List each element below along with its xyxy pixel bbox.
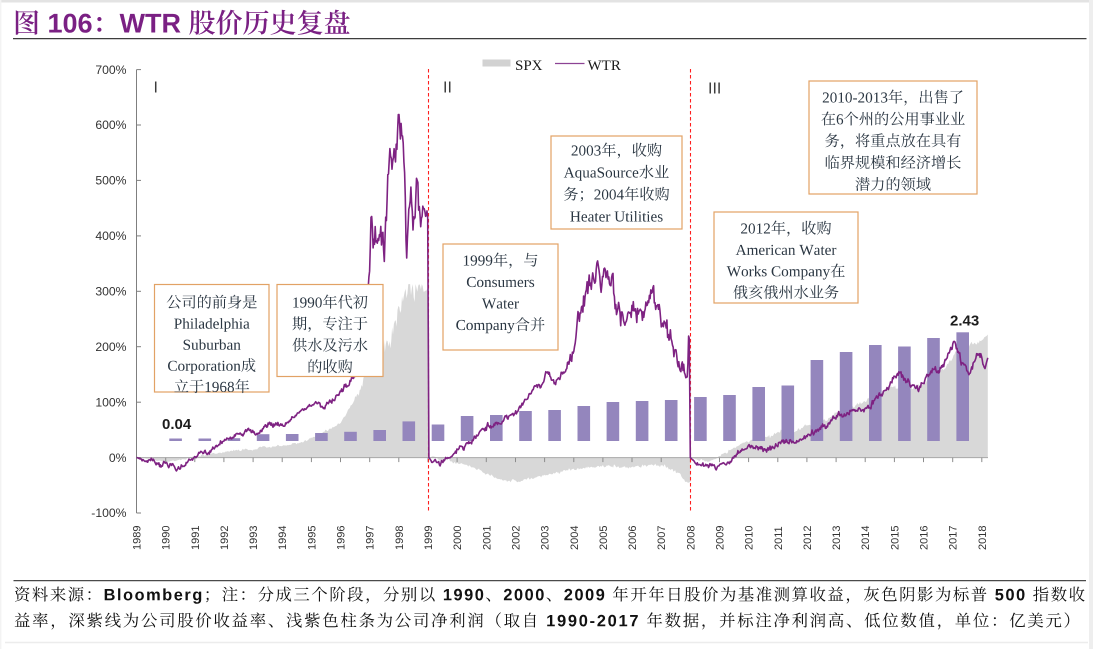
svg-text:0%: 0% — [109, 451, 127, 465]
svg-text:0.04: 0.04 — [162, 416, 192, 433]
svg-text:700%: 700% — [95, 63, 126, 77]
svg-text:1996: 1996 — [336, 526, 348, 550]
svg-text:1995: 1995 — [306, 526, 318, 550]
svg-text:1991: 1991 — [190, 526, 202, 550]
svg-text:400%: 400% — [95, 229, 126, 243]
svg-text:2004: 2004 — [569, 526, 581, 550]
svg-text:2011: 2011 — [773, 526, 785, 550]
svg-text:1999: 1999 — [423, 526, 435, 550]
svg-text:2003: 2003 — [540, 526, 552, 550]
svg-text:1998: 1998 — [394, 526, 406, 550]
svg-text:2002: 2002 — [511, 526, 523, 550]
svg-text:2009: 2009 — [715, 526, 727, 550]
svg-text:III: III — [708, 81, 721, 98]
svg-text:2014: 2014 — [860, 526, 872, 550]
svg-text:1997: 1997 — [365, 526, 377, 550]
svg-text:2012: 2012 — [802, 526, 814, 550]
svg-text:2016: 2016 — [919, 526, 931, 550]
svg-text:2013: 2013 — [831, 526, 843, 550]
svg-text:2005: 2005 — [598, 526, 610, 550]
svg-text:-100%: -100% — [91, 506, 126, 520]
svg-text:WTR: WTR — [588, 58, 621, 74]
svg-text:2.43: 2.43 — [950, 313, 979, 330]
svg-text:2008: 2008 — [685, 526, 697, 550]
svg-text:1989: 1989 — [132, 526, 144, 550]
svg-text:2017: 2017 — [948, 526, 960, 550]
svg-text:2018: 2018 — [977, 526, 989, 550]
svg-text:200%: 200% — [95, 340, 126, 354]
svg-text:600%: 600% — [95, 118, 126, 132]
svg-text:I: I — [154, 80, 158, 97]
svg-text:2001: 2001 — [481, 526, 493, 550]
svg-text:1994: 1994 — [277, 526, 289, 550]
svg-text:1993: 1993 — [248, 526, 260, 550]
svg-text:100%: 100% — [95, 395, 126, 409]
svg-text:1992: 1992 — [219, 526, 231, 550]
svg-text:2015: 2015 — [889, 526, 901, 550]
svg-text:2006: 2006 — [627, 526, 639, 550]
svg-text:SPX: SPX — [515, 58, 543, 74]
svg-text:2000: 2000 — [452, 526, 464, 550]
svg-text:500%: 500% — [95, 174, 126, 188]
svg-text:2007: 2007 — [656, 526, 668, 550]
svg-text:300%: 300% — [95, 285, 126, 299]
svg-text:1990: 1990 — [161, 526, 173, 550]
svg-text:2010: 2010 — [744, 526, 756, 550]
svg-text:II: II — [443, 80, 452, 97]
